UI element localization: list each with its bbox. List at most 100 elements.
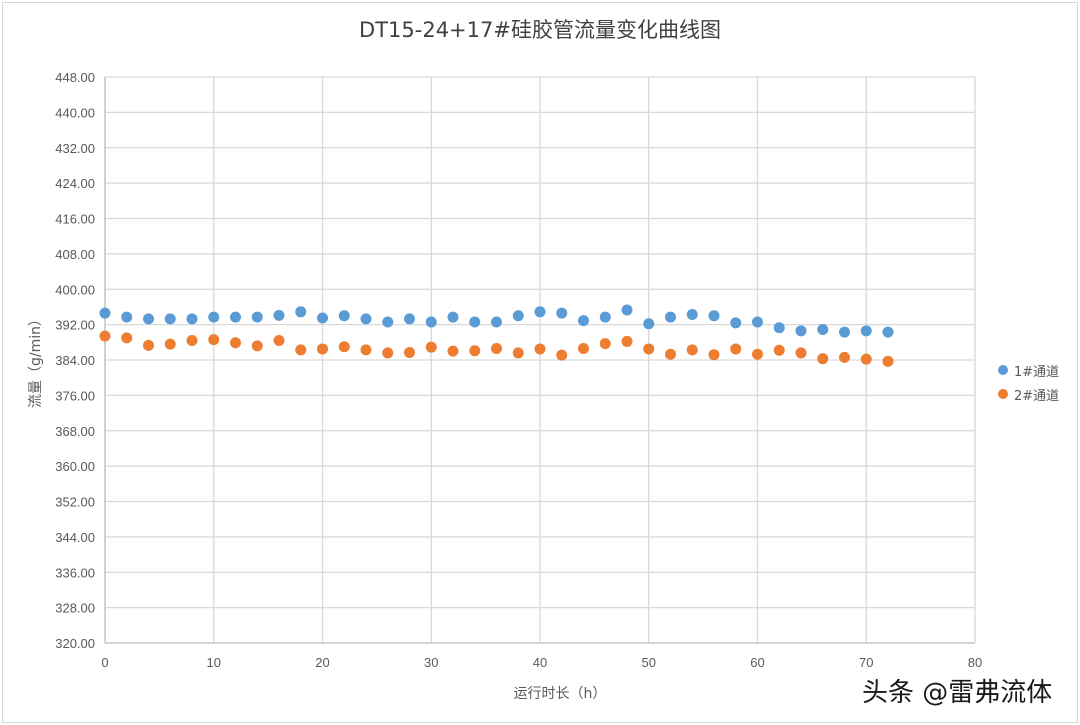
data-point-series-2[interactable] bbox=[643, 343, 655, 355]
x-tick-label: 70 bbox=[859, 655, 873, 670]
data-point-series-1[interactable] bbox=[317, 312, 328, 324]
data-point-series-1[interactable] bbox=[360, 313, 372, 325]
y-tick-label: 376.00 bbox=[55, 388, 95, 403]
data-point-series-1[interactable] bbox=[752, 316, 763, 328]
legend-label: 1#通道 bbox=[1014, 364, 1060, 380]
data-point-series-2[interactable] bbox=[621, 335, 633, 347]
data-point-series-2[interactable] bbox=[208, 334, 220, 346]
data-point-series-2[interactable] bbox=[882, 355, 894, 367]
data-point-series-1[interactable] bbox=[795, 325, 807, 337]
data-point-series-2[interactable] bbox=[99, 330, 111, 342]
data-point-series-1[interactable] bbox=[534, 306, 546, 318]
data-point-series-1[interactable] bbox=[404, 313, 415, 325]
data-point-series-2[interactable] bbox=[491, 343, 502, 355]
x-tick-label: 80 bbox=[968, 655, 982, 670]
y-tick-label: 408.00 bbox=[55, 247, 95, 262]
legend-marker-icon bbox=[998, 365, 1008, 375]
data-point-series-2[interactable] bbox=[730, 343, 742, 355]
legend-item-series-2[interactable]: 2#通道 bbox=[998, 382, 1059, 406]
y-tick-label: 352.00 bbox=[55, 495, 95, 510]
data-point-series-1[interactable] bbox=[556, 307, 568, 319]
data-point-series-1[interactable] bbox=[295, 306, 307, 318]
data-point-series-2[interactable] bbox=[578, 343, 589, 355]
data-point-series-2[interactable] bbox=[447, 345, 459, 357]
data-point-series-1[interactable] bbox=[99, 307, 111, 319]
data-point-series-1[interactable] bbox=[186, 313, 198, 325]
data-points bbox=[99, 304, 894, 367]
legend-marker-icon bbox=[998, 389, 1008, 399]
y-tick-label: 336.00 bbox=[55, 565, 95, 580]
watermark: 头条 @雷弗流体 bbox=[862, 678, 1053, 708]
data-point-series-1[interactable] bbox=[121, 311, 133, 323]
data-point-series-2[interactable] bbox=[230, 337, 241, 349]
y-axis-label: 流量（g/min） bbox=[28, 312, 44, 408]
data-point-series-2[interactable] bbox=[338, 341, 350, 353]
x-tick-label: 20 bbox=[315, 655, 329, 670]
data-point-series-1[interactable] bbox=[773, 322, 785, 334]
data-point-series-2[interactable] bbox=[665, 348, 676, 360]
data-point-series-1[interactable] bbox=[512, 310, 524, 322]
legend-item-series-1[interactable]: 1#通道 bbox=[998, 358, 1059, 382]
data-point-series-2[interactable] bbox=[817, 353, 829, 365]
data-point-series-2[interactable] bbox=[273, 335, 285, 347]
data-point-series-2[interactable] bbox=[773, 344, 785, 356]
data-point-series-2[interactable] bbox=[599, 338, 611, 350]
data-point-series-2[interactable] bbox=[121, 332, 133, 344]
data-point-series-2[interactable] bbox=[295, 344, 307, 356]
data-point-series-1[interactable] bbox=[164, 313, 176, 325]
data-point-series-2[interactable] bbox=[534, 343, 546, 355]
data-point-series-1[interactable] bbox=[578, 315, 589, 327]
data-point-series-2[interactable] bbox=[752, 348, 763, 360]
data-point-series-2[interactable] bbox=[795, 347, 807, 359]
data-point-series-1[interactable] bbox=[817, 323, 829, 335]
data-point-series-1[interactable] bbox=[208, 311, 220, 323]
data-point-series-1[interactable] bbox=[230, 311, 241, 323]
data-point-series-1[interactable] bbox=[491, 316, 502, 328]
data-point-series-1[interactable] bbox=[251, 311, 263, 323]
data-point-series-1[interactable] bbox=[686, 308, 698, 320]
data-point-series-1[interactable] bbox=[338, 310, 350, 322]
data-point-series-2[interactable] bbox=[360, 344, 372, 356]
data-point-series-1[interactable] bbox=[599, 311, 611, 323]
y-tick-label: 416.00 bbox=[55, 212, 95, 227]
data-point-series-2[interactable] bbox=[686, 344, 698, 356]
y-tick-label: 448.00 bbox=[55, 70, 95, 85]
data-point-series-1[interactable] bbox=[860, 325, 872, 337]
data-point-series-2[interactable] bbox=[469, 345, 481, 357]
data-point-series-1[interactable] bbox=[273, 309, 285, 321]
data-point-series-2[interactable] bbox=[404, 346, 415, 358]
x-tick-label: 30 bbox=[424, 655, 438, 670]
data-point-series-2[interactable] bbox=[512, 347, 524, 359]
data-point-series-2[interactable] bbox=[708, 349, 720, 361]
data-point-series-2[interactable] bbox=[382, 347, 394, 359]
data-point-series-1[interactable] bbox=[643, 318, 655, 330]
data-point-series-2[interactable] bbox=[317, 343, 328, 355]
data-point-series-1[interactable] bbox=[839, 326, 850, 338]
data-point-series-2[interactable] bbox=[164, 338, 176, 350]
data-point-series-2[interactable] bbox=[251, 340, 263, 352]
y-tick-label: 328.00 bbox=[55, 601, 95, 616]
data-point-series-2[interactable] bbox=[425, 341, 437, 353]
data-point-series-1[interactable] bbox=[665, 311, 676, 323]
y-tick-label: 360.00 bbox=[55, 459, 95, 474]
y-tick-label: 368.00 bbox=[55, 424, 95, 439]
data-point-series-1[interactable] bbox=[425, 316, 437, 328]
data-point-series-1[interactable] bbox=[143, 313, 154, 325]
data-point-series-2[interactable] bbox=[839, 351, 850, 363]
data-point-series-1[interactable] bbox=[730, 317, 742, 329]
data-point-series-1[interactable] bbox=[708, 310, 720, 322]
data-point-series-1[interactable] bbox=[469, 316, 481, 328]
data-point-series-1[interactable] bbox=[447, 311, 459, 323]
data-point-series-2[interactable] bbox=[860, 353, 872, 365]
data-point-series-2[interactable] bbox=[186, 335, 198, 347]
legend: 1#通道 2#通道 bbox=[998, 358, 1059, 406]
y-tick-label: 440.00 bbox=[55, 105, 95, 120]
data-point-series-2[interactable] bbox=[143, 339, 154, 351]
x-tick-label: 10 bbox=[207, 655, 221, 670]
data-point-series-1[interactable] bbox=[882, 326, 894, 338]
gridlines bbox=[104, 76, 976, 644]
data-point-series-1[interactable] bbox=[621, 304, 633, 316]
data-point-series-1[interactable] bbox=[382, 316, 394, 328]
data-point-series-2[interactable] bbox=[556, 349, 568, 361]
